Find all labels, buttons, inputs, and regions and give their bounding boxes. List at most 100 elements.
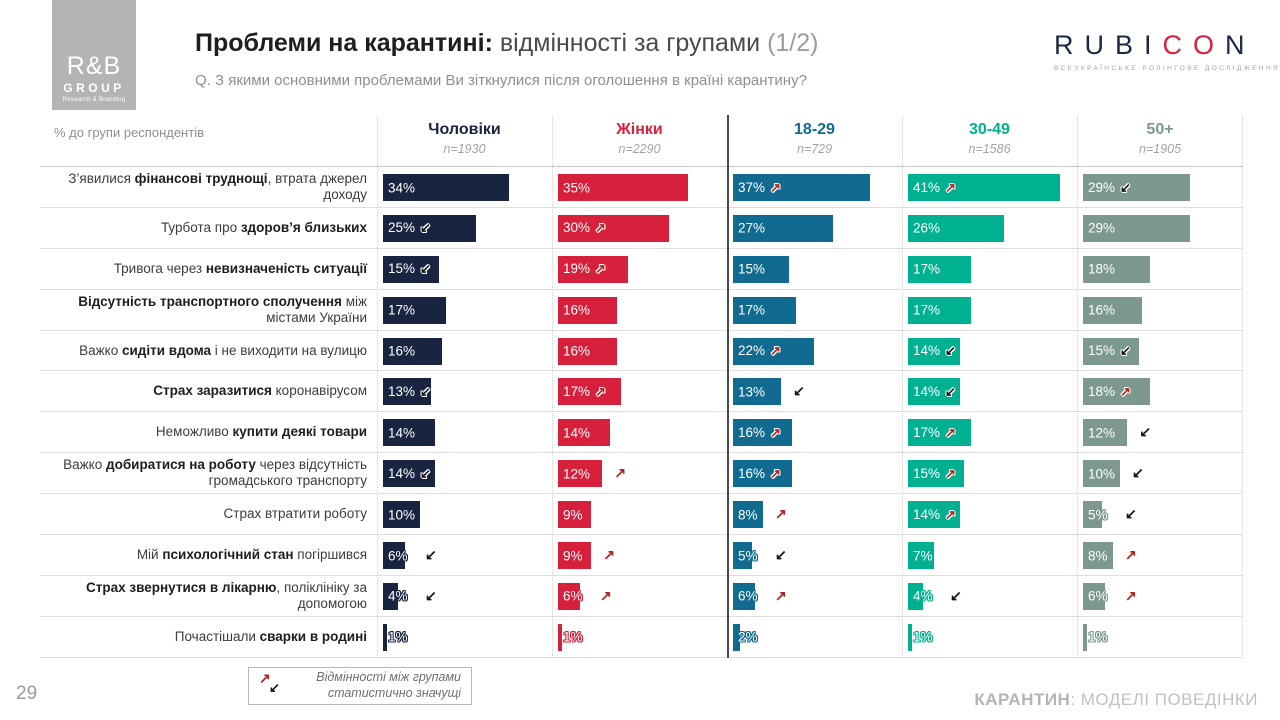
bar: 22% ↗ — [733, 337, 815, 365]
group-header-30-49: 30-49 n=1586 — [902, 115, 1077, 166]
bar: 1% — [908, 623, 933, 651]
bar: 16% — [558, 296, 618, 324]
bar-cell: 16% — [552, 290, 727, 330]
significance-legend: ↗ ↙ Відмінності між групами статистично … — [248, 667, 472, 705]
rubicon-wordmark: RUBICON — [1054, 30, 1254, 61]
bar-value-label: 6% — [388, 548, 408, 564]
bar: 34% — [383, 174, 509, 201]
bar-value-label: 16% — [563, 302, 591, 318]
bar: 10% — [1083, 460, 1120, 488]
bar: 6% — [733, 582, 758, 610]
bar-value-label: 15% ↙ — [388, 261, 431, 277]
bar-value-label: 14% ↙ — [913, 343, 956, 359]
bar-value-label: 16% — [388, 343, 416, 359]
group-sample-size: n=729 — [796, 142, 833, 156]
row-label-part: між містами України — [266, 293, 367, 325]
row-label: Страх заразитися коронавірусом — [40, 371, 377, 411]
bar-value-label: 17% — [388, 302, 416, 318]
row-label-part: коронавірусом — [271, 383, 367, 399]
significance-arrow-up-icon: ↗ — [770, 465, 781, 481]
row-label-part: добиратися на роботу — [106, 457, 256, 473]
row-label: Страх втратити роботу — [40, 494, 377, 534]
rubicon-caption: ВСЕУКРАЇНСЬКЕ РОЛІНГОВЕ ДОСЛІДЖЕННЯ — [1054, 65, 1280, 72]
row-label-part: купити деякі товари — [232, 424, 367, 440]
unit-label: % до групи респондентів — [54, 125, 204, 140]
significance-arrow-down-icon: ↙ — [1132, 464, 1144, 481]
footer-brand-bold: КАРАНТИН — [974, 690, 1071, 709]
row-label-part: Відсутність транспортного сполучення — [78, 293, 342, 309]
bar-value-label: 41% ↗ — [913, 179, 956, 195]
bar: 17% ↗ — [558, 378, 621, 406]
bar-value-label: 6% — [1088, 588, 1108, 604]
table-row: Важко добиратися на роботу через відсутн… — [40, 453, 1243, 495]
rb-logo-group-text: GROUP — [63, 81, 125, 95]
table-row: Неможливо купити деякі товари 14% 14% 16% ↗ 1… — [40, 412, 1243, 454]
bar-value-label: 35% — [563, 180, 591, 195]
bar-value-label: 5% — [1088, 507, 1108, 523]
row-label-part: через відсутність громадського транспорт… — [208, 457, 367, 489]
bar-value-label: 16% ↗ — [738, 465, 781, 481]
bar-cell: 4% ↙ — [377, 576, 552, 616]
bar: 17% — [733, 296, 796, 324]
column-separator — [377, 115, 378, 658]
column-separator — [1242, 115, 1243, 658]
significance-arrow-down-icon: ↙ — [1139, 423, 1152, 440]
bar: 14% — [383, 419, 435, 447]
bar-value-label: 37% ↗ — [738, 179, 781, 195]
bar-value-label: 17% — [738, 302, 766, 318]
row-label-text: Турбота про здоров’я близьких — [40, 220, 367, 236]
row-label: З’явилися фінансові труднощі, втрата дже… — [40, 167, 377, 207]
column-separator — [1077, 115, 1078, 658]
bar-cell: 16% — [1077, 290, 1243, 330]
row-label-text: Страх заразитися коронавірусом — [40, 383, 367, 399]
bar-cell: 15% — [727, 249, 902, 289]
row-label-part: Страх втратити роботу — [223, 506, 367, 522]
column-separator — [552, 115, 553, 658]
bar-value-label: 25% ↙ — [388, 220, 431, 236]
chart-grid: % до групи респондентів Чоловіки n=1930 Жі… — [40, 115, 1243, 658]
significance-arrow-down-icon: ↙ — [420, 261, 431, 277]
row-label-part: Важко — [79, 342, 122, 358]
group-header-18-29: 18-29 n=729 — [727, 115, 902, 166]
bar: 17% — [383, 296, 446, 324]
column-separator — [902, 115, 903, 658]
significance-arrow-down-icon: ↙ — [1120, 179, 1131, 195]
bar: 9% — [558, 542, 592, 570]
bar-cell: 41% ↗ — [902, 167, 1077, 207]
bar-cell: 25% ↙ — [377, 208, 552, 248]
bar: 1% — [1083, 623, 1108, 651]
bar: 4% — [908, 582, 933, 610]
bar-value-label: 29% — [1088, 220, 1116, 236]
row-label-part: Неможливо — [155, 424, 233, 440]
bar: 18% ↗ — [1083, 378, 1150, 406]
bar-value-label: 2% — [738, 629, 758, 645]
bar: 6% — [558, 582, 583, 610]
row-label-part: Страх звернутися в лікарню — [86, 579, 277, 595]
bar: 15% ↙ — [1083, 337, 1139, 365]
legend-text: Відмінності між групами статистично знач… — [285, 670, 461, 701]
rb-logo-text: R&B — [66, 52, 122, 80]
bar-cell: 35% — [552, 167, 727, 207]
row-label-text: Важко добиратися на роботу через відсутн… — [40, 457, 367, 489]
row-label: Неможливо купити деякі товари — [40, 412, 377, 452]
bar-cell: 14% — [552, 412, 727, 452]
bar-cell: 1% — [377, 617, 552, 657]
legend-line2: статистично значущі — [327, 686, 461, 700]
group-sample-size: n=1586 — [968, 142, 1011, 156]
bar-value-label: 4% — [388, 588, 408, 604]
bar-cell: 5% ↙ — [1077, 494, 1243, 534]
bar-cell: 16% ↗ — [727, 412, 902, 452]
bar: 14% ↙ — [908, 337, 960, 365]
row-label: Важко добиратися на роботу через відсутн… — [40, 453, 377, 493]
table-row: Тривога через невизначеність ситуації 15%… — [40, 249, 1243, 290]
significance-arrow-up-icon: ↗ — [595, 261, 606, 277]
bar-cell: 6% ↗ — [727, 576, 902, 616]
bar: 16% ↗ — [733, 419, 793, 447]
bar-value-label: 34% — [388, 180, 416, 195]
table-row: Турбота про здоров’я близьких 25% ↙ 30% ↗ 27%… — [40, 208, 1243, 249]
bar-cell: 19% ↗ — [552, 249, 727, 289]
bar: 13% — [733, 378, 782, 406]
bar-value-label: 17% ↗ — [563, 383, 606, 399]
bar-value-label: 5% — [738, 548, 758, 564]
bar-value-label: 1% — [563, 629, 583, 645]
